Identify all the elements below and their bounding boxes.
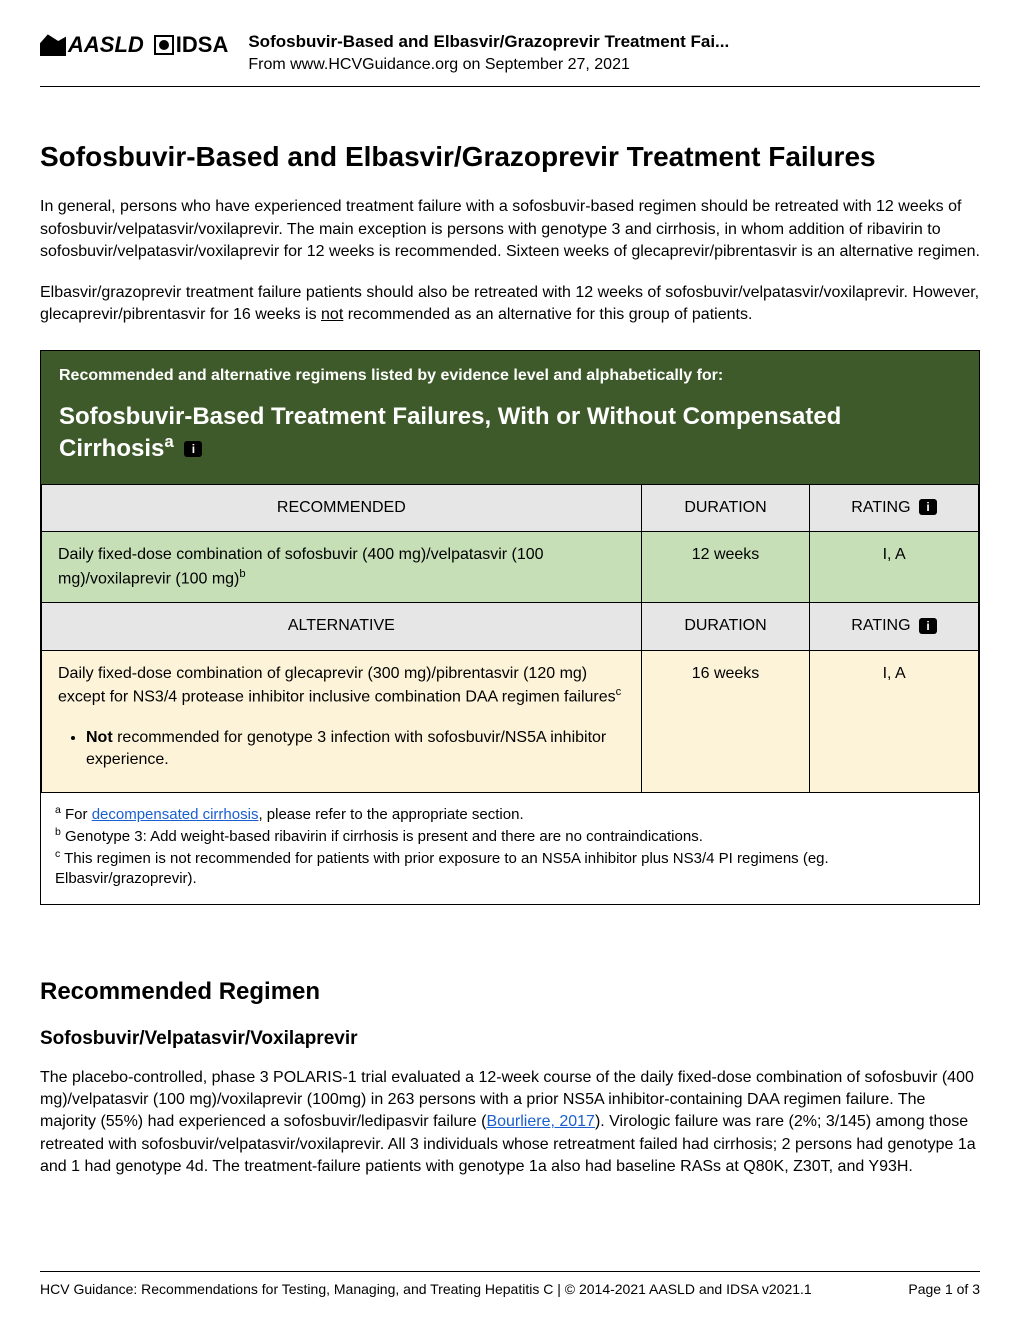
page-header: AASLD IDSA Sofosbuvir-Based and Elbasvir… [40,30,980,87]
idsa-logo: IDSA [154,30,229,61]
idsa-logo-icon [154,35,174,55]
recommended-row: Daily fixed-dose combination of sofosbuv… [42,532,979,603]
alternative-header-row: ALTERNATIVE DURATION RATING i [42,603,979,650]
footnote-sup-a: a [164,432,173,451]
page-title: Sofosbuvir-Based and Elbasvir/Grazoprevi… [40,137,980,176]
alt-sub-note: Not recommended for genotype 3 infection… [58,727,625,772]
rec-regimen-cell: Daily fixed-dose combination of sofosbuv… [42,532,642,603]
not-emphasis: not [321,306,343,323]
footer-page-number: Page 1 of 3 [908,1280,980,1300]
footnote-b: b Genotype 3: Add weight-based ribavirin… [55,825,965,847]
page-footer: HCV Guidance: Recommendations for Testin… [40,1271,980,1300]
box-header-intro: Recommended and alternative regimens lis… [59,365,961,387]
box-footnotes: a For decompensated cirrhosis, please re… [41,793,979,904]
intro-para-2: Elbasvir/grazoprevir treatment failure p… [40,282,980,327]
box-header: Recommended and alternative regimens lis… [41,351,979,483]
alt-note-bold: Not [86,729,113,746]
idsa-logo-text: IDSA [176,30,229,61]
decompensated-cirrhosis-link[interactable]: decompensated cirrhosis [92,806,259,823]
info-icon[interactable]: i [919,618,937,634]
col-recommended: RECOMMENDED [42,484,642,531]
rec-duration-cell: 12 weeks [641,532,810,603]
section-heading-recommended-regimen: Recommended Regimen [40,975,980,1009]
footer-left: HCV Guidance: Recommendations for Testin… [40,1280,812,1300]
footnote-a: a For decompensated cirrhosis, please re… [55,803,965,825]
col-rating: RATING i [810,484,979,531]
aasld-logo-text: AASLD [68,30,144,61]
alt-rating-cell: I, A [810,650,979,792]
subsection-heading-svv: Sofosbuvir/Velpatasvir/Voxilaprevir [40,1026,980,1053]
footnote-sup-c: c [616,686,622,698]
header-subtitle: From www.HCVGuidance.org on September 27… [248,54,980,76]
info-icon[interactable]: i [184,441,202,457]
recommendation-box: Recommended and alternative regimens lis… [40,350,980,904]
aasld-logo-icon [40,34,66,56]
header-text-block: Sofosbuvir-Based and Elbasvir/Grazoprevi… [248,30,980,76]
col-duration: DURATION [641,484,810,531]
col-duration: DURATION [641,603,810,650]
aasld-logo: AASLD [40,30,144,61]
logo-group: AASLD IDSA [40,30,228,61]
col-rating: RATING i [810,603,979,650]
header-title: Sofosbuvir-Based and Elbasvir/Grazoprevi… [248,30,980,54]
citation-link-bourliere-2017[interactable]: Bourliere, 2017 [486,1113,595,1130]
col-alternative: ALTERNATIVE [42,603,642,650]
intro-para-1: In general, persons who have experienced… [40,196,980,263]
recommended-header-row: RECOMMENDED DURATION RATING i [42,484,979,531]
intro-block: In general, persons who have experienced… [40,196,980,326]
recommended-table: RECOMMENDED DURATION RATING i Daily fixe… [41,484,979,793]
rec-rating-cell: I, A [810,532,979,603]
alternative-row: Daily fixed-dose combination of glecapre… [42,650,979,792]
alt-duration-cell: 16 weeks [641,650,810,792]
box-header-main: Sofosbuvir-Based Treatment Failures, Wit… [59,402,961,464]
body-paragraph: The placebo-controlled, phase 3 POLARIS-… [40,1067,980,1179]
footnote-sup-b: b [239,568,245,580]
footnote-c: c This regimen is not recommended for pa… [55,847,965,890]
alt-regimen-cell: Daily fixed-dose combination of glecapre… [42,650,642,792]
info-icon[interactable]: i [919,499,937,515]
